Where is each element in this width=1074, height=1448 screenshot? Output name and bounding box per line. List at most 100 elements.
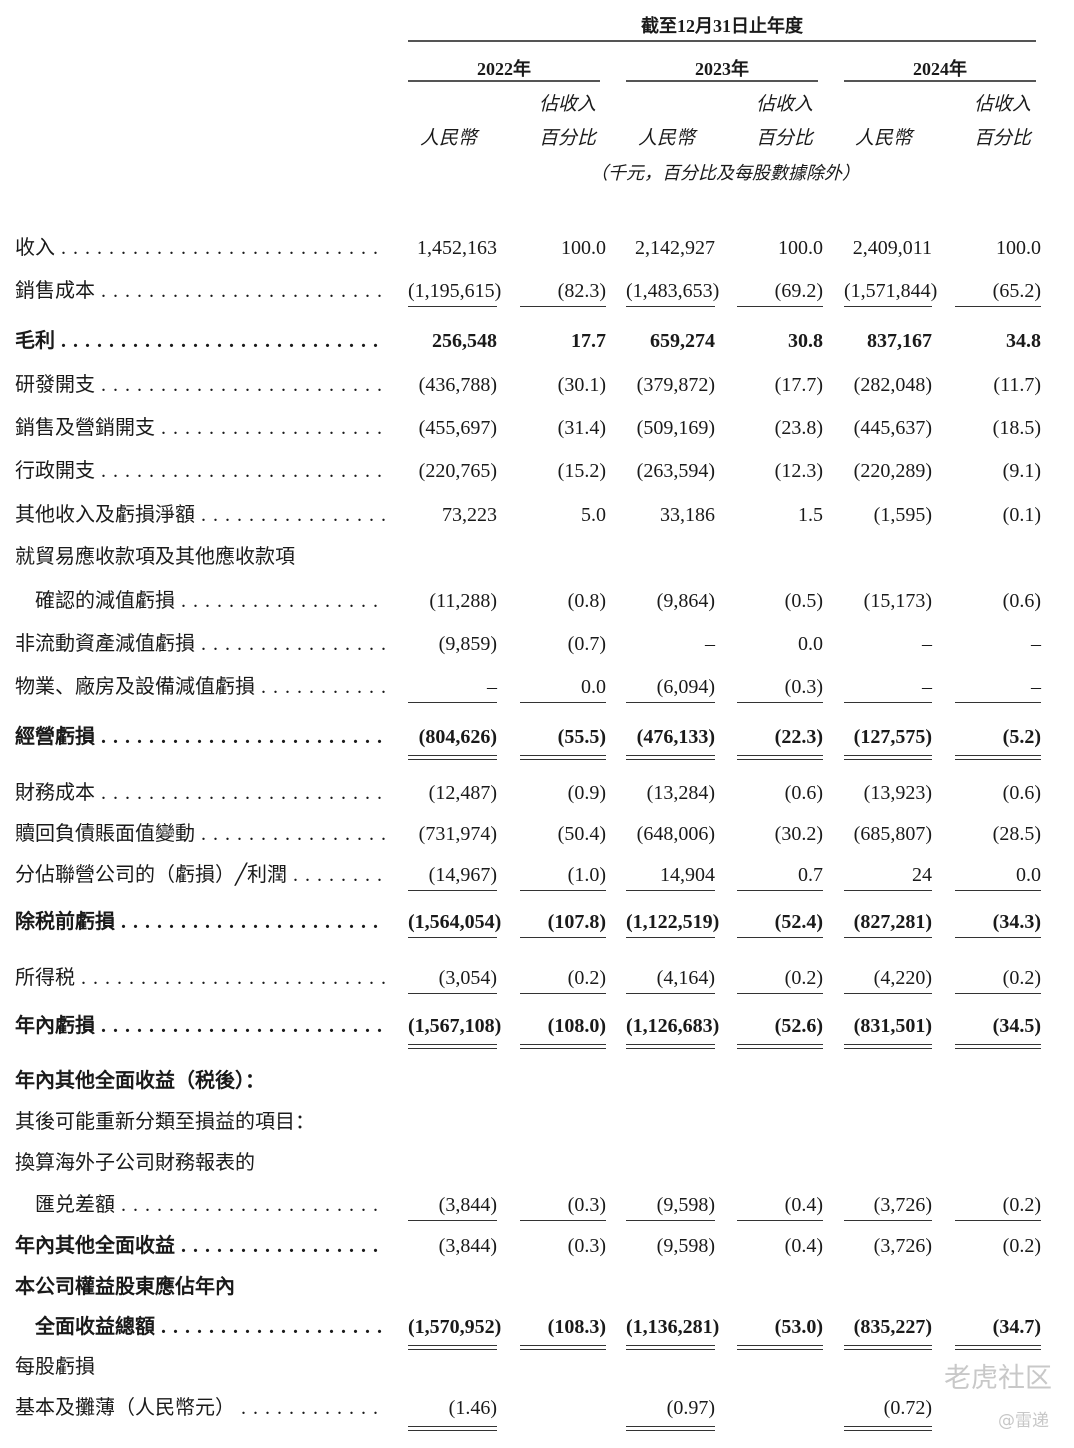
pct-value: (34.5) bbox=[992, 1015, 1041, 1037]
rmb-value: (220,289) bbox=[853, 460, 932, 482]
row-label: 基本及攤薄（人民幣元） bbox=[15, 1393, 385, 1423]
row-label: 年內其他全面收益 bbox=[15, 1231, 385, 1261]
rmb-value: (12,487) bbox=[428, 782, 497, 804]
rmb-value: (11,288) bbox=[429, 590, 497, 612]
rmb-value: 33,186 bbox=[660, 504, 715, 526]
pct-value: (82.3) bbox=[520, 276, 606, 307]
table-row: 銷售及營銷開支 (455,697) (31.4) (509,169) (23.8) (44… bbox=[0, 413, 1074, 443]
table-row: 財務成本 (12,487) (0.9) (13,284) (0.6) (13,923) (0… bbox=[0, 778, 1074, 808]
rmb-value: (1,483,653) bbox=[626, 276, 719, 307]
pct-value: (15.2) bbox=[557, 460, 606, 482]
period-title: 截至12月31日止年度 bbox=[641, 16, 803, 36]
rmb-value: (4,220) bbox=[844, 963, 932, 994]
rmb-value: – bbox=[408, 672, 497, 703]
pct-value: (18.5) bbox=[992, 417, 1041, 439]
pct-value: (0.5) bbox=[784, 590, 823, 612]
rmb-value: (15,173) bbox=[863, 590, 932, 612]
rmb-value: (127,575) bbox=[853, 726, 932, 748]
rmb-value: (3,844) bbox=[408, 1190, 497, 1221]
unit-note: （千元，百分比及每股數據除外） bbox=[590, 163, 860, 183]
pct-value: (0.2) bbox=[520, 963, 606, 994]
pct-value: (17.7) bbox=[774, 374, 823, 396]
rmb-value: (1,564,054) bbox=[408, 907, 501, 938]
pct-value: – bbox=[955, 672, 1041, 703]
rmb-value: 256,548 bbox=[432, 330, 497, 352]
col-rmb-header: 人民幣 bbox=[854, 128, 912, 149]
double-underline bbox=[520, 1044, 606, 1049]
pct-value: (0.4) bbox=[737, 1190, 823, 1221]
col-pct-header-line1: 佔收入 bbox=[973, 94, 1031, 115]
rmb-value: (445,637) bbox=[853, 417, 932, 439]
row-label: 物業、廠房及設備減值虧損 bbox=[15, 672, 385, 702]
pct-value: (53.0) bbox=[774, 1316, 823, 1338]
pct-value: 100.0 bbox=[561, 237, 606, 259]
pct-value: (0.2) bbox=[955, 1190, 1041, 1221]
rmb-value: 837,167 bbox=[867, 330, 932, 352]
pct-value: (0.4) bbox=[784, 1235, 823, 1257]
pct-value: 1.5 bbox=[798, 504, 823, 526]
col-pct-header-line1: 佔收入 bbox=[755, 94, 813, 115]
double-underline bbox=[520, 1345, 606, 1350]
pct-value: (0.9) bbox=[567, 782, 606, 804]
year-2023: 2023年 bbox=[695, 59, 749, 79]
rmb-value: (731,974) bbox=[418, 823, 497, 845]
pct-value: (31.4) bbox=[557, 417, 606, 439]
pct-value: (0.2) bbox=[955, 963, 1041, 994]
rmb-value: (1,570,952) bbox=[408, 1316, 502, 1338]
rmb-value: (0.97) bbox=[666, 1397, 715, 1419]
rmb-value: (220,765) bbox=[418, 460, 497, 482]
table-row: 基本及攤薄（人民幣元） (1.46) (0.97) (0.72) bbox=[0, 1393, 1074, 1431]
row-label: 年內虧損 bbox=[15, 1011, 385, 1041]
year-2024: 2024年 bbox=[913, 59, 967, 79]
table-row: 研發開支 (436,788) (30.1) (379,872) (17.7) (282,0… bbox=[0, 370, 1074, 400]
row-label: 非流動資產減值虧損 bbox=[15, 629, 385, 659]
double-underline bbox=[626, 755, 715, 760]
rmb-value: (3,726) bbox=[873, 1235, 932, 1257]
pct-value: (34.3) bbox=[955, 907, 1041, 938]
table-row: 分佔聯營公司的（虧損）╱利潤 (14,967) (1.0) 14,904 0.7 24 0.… bbox=[0, 860, 1074, 891]
double-underline bbox=[626, 1044, 715, 1049]
rmb-value: (509,169) bbox=[636, 417, 715, 439]
rmb-value: 1,452,163 bbox=[417, 237, 497, 259]
col-pct-header-line2: 百分比 bbox=[538, 128, 596, 149]
double-underline bbox=[626, 1345, 715, 1350]
pct-value: (0.2) bbox=[1002, 1235, 1041, 1257]
pct-value: 30.8 bbox=[788, 330, 823, 352]
rmb-value: 24 bbox=[844, 860, 932, 891]
double-underline bbox=[408, 1044, 497, 1049]
pct-value: (30.2) bbox=[774, 823, 823, 845]
pct-value bbox=[520, 1393, 606, 1423]
rmb-value: (4,164) bbox=[626, 963, 715, 994]
rmb-value: (1.46) bbox=[448, 1397, 497, 1419]
rmb-value: (1,571,844) bbox=[844, 276, 937, 307]
row-label: 所得税 bbox=[15, 963, 385, 993]
year-rule bbox=[408, 80, 600, 82]
rmb-value: (648,006) bbox=[636, 823, 715, 845]
pct-value: (55.5) bbox=[557, 726, 606, 748]
rmb-value: (436,788) bbox=[418, 374, 497, 396]
table-row: 年內其他全面收益 (3,844) (0.3) (9,598) (0.4) (3,726) (… bbox=[0, 1231, 1074, 1261]
rmb-value: 659,274 bbox=[650, 330, 715, 352]
row-label: 行政開支 bbox=[15, 456, 385, 486]
row-label: 就貿易應收款項及其他應收款項 bbox=[15, 546, 295, 568]
rmb-value: 2,142,927 bbox=[635, 237, 715, 259]
table-row: 每股虧損 bbox=[0, 1352, 1074, 1382]
rmb-value: (14,967) bbox=[408, 860, 497, 891]
table-row: 其後可能重新分類至損益的項目： bbox=[0, 1107, 1074, 1137]
rmb-value: (282,048) bbox=[853, 374, 932, 396]
pct-value: (34.7) bbox=[992, 1316, 1041, 1338]
rmb-value: (3,054) bbox=[408, 963, 497, 994]
double-underline bbox=[737, 755, 823, 760]
pct-value: (0.3) bbox=[737, 672, 823, 703]
pct-value: 100.0 bbox=[778, 237, 823, 259]
rmb-value: 14,904 bbox=[626, 860, 715, 891]
rmb-value: (831,501) bbox=[853, 1015, 932, 1037]
pct-value: – bbox=[1031, 633, 1041, 655]
double-underline bbox=[737, 1044, 823, 1049]
rmb-value: (9,598) bbox=[626, 1190, 715, 1221]
row-label: 年內其他全面收益（税後）： bbox=[15, 1070, 265, 1092]
rmb-value: 73,223 bbox=[442, 504, 497, 526]
double-underline bbox=[955, 1345, 1041, 1350]
pct-value: (0.1) bbox=[1002, 504, 1041, 526]
rmb-value: (13,284) bbox=[646, 782, 715, 804]
